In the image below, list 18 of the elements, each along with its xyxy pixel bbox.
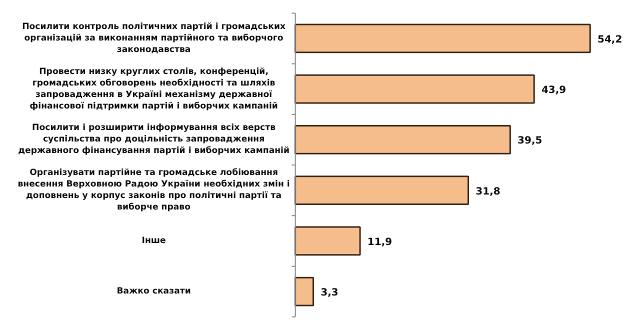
y-tick-label: Посилити і розширити інформування всіх верств суспільства про доцільність запровадження державного фінансування партій і виборчих кампаній — [18, 123, 290, 156]
y-tick-label: Посилити контроль політичних партій і громадських організацій за виконанням партійного та виборчого законодавства — [22, 22, 286, 55]
bar — [294, 125, 511, 154]
data-label: 11,9 — [367, 236, 392, 248]
bar — [294, 226, 361, 256]
bar — [294, 276, 314, 306]
data-label: 3,3 — [320, 288, 338, 299]
bar — [294, 74, 535, 104]
bar — [294, 24, 591, 54]
bar — [294, 176, 470, 206]
y-tick-label: Інше — [142, 236, 166, 246]
data-label: 31,8 — [476, 186, 500, 198]
y-tick-label: Провести низку круглих столів, конференцій, громадських обговорень необхідності та шляхів запровадження в Україні механізму державної фінансової підтримки партій і виборчих кампаній — [30, 66, 278, 112]
y-tick-label: Важко сказати — [116, 286, 191, 297]
data-label: 43,9 — [541, 85, 566, 96]
data-label: 39,5 — [518, 136, 542, 147]
y-tick-label: Організувати партійне та громадське лобіювання внесення Верховною Радою України необхідних змін і доповнень у корпус законів про політичні партії та виборче право — [18, 168, 290, 213]
data-label: 54,2 — [597, 34, 622, 46]
